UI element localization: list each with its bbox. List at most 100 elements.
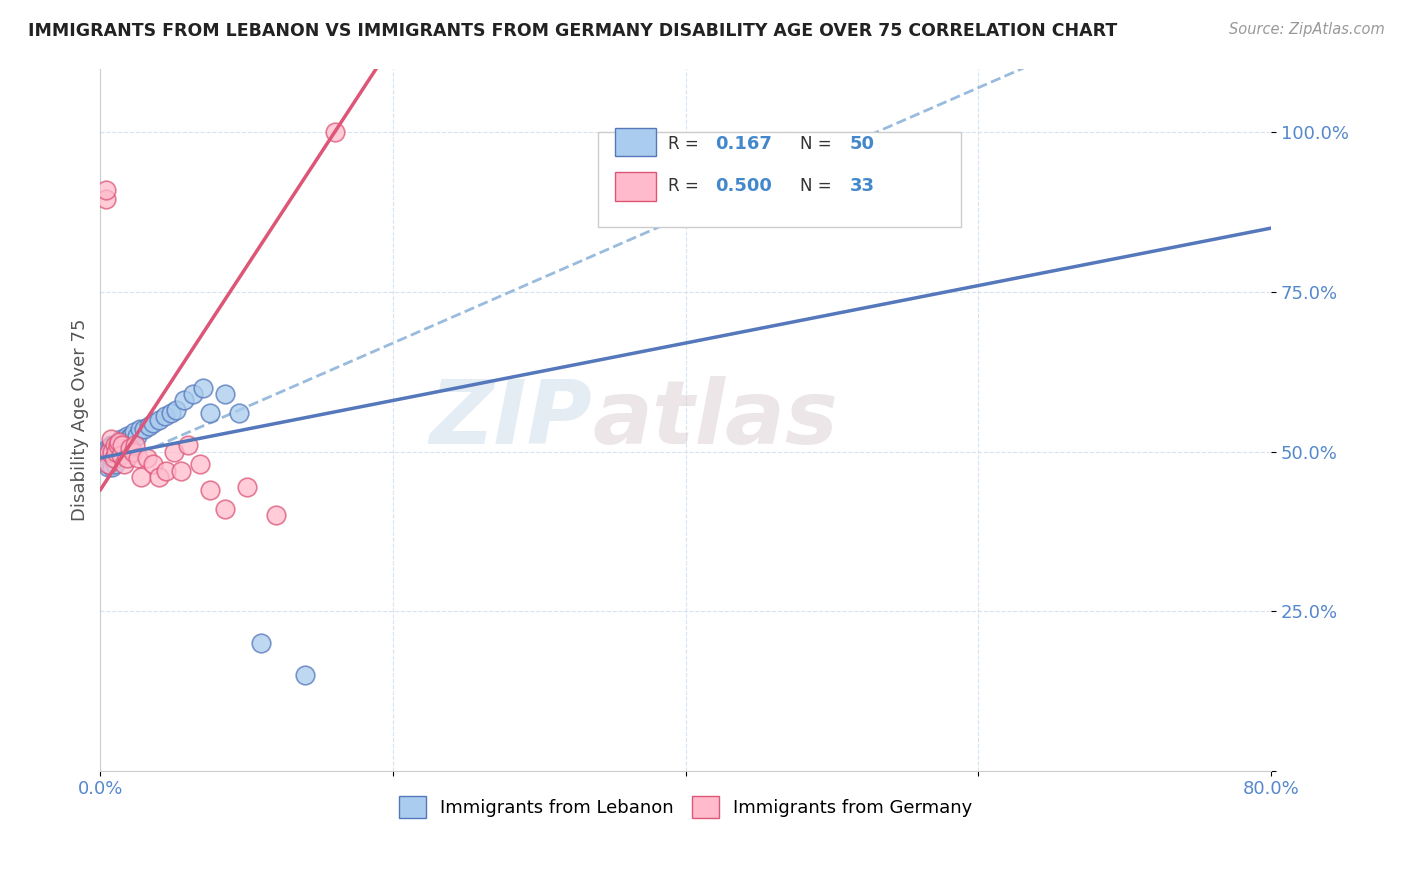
Point <box>96 193 118 207</box>
Point <box>173 393 195 408</box>
Point <box>97 458 120 472</box>
Point <box>97 460 120 475</box>
Point <box>323 125 346 139</box>
Point <box>127 450 149 465</box>
Point <box>115 450 138 465</box>
Point <box>103 450 125 465</box>
Point <box>228 406 250 420</box>
Point <box>104 438 127 452</box>
Point <box>120 428 142 442</box>
Text: ZIP: ZIP <box>429 376 592 463</box>
Point <box>103 442 125 456</box>
Point <box>104 444 127 458</box>
Point <box>264 508 287 523</box>
Point <box>107 438 129 452</box>
Text: atlas: atlas <box>592 376 838 463</box>
Point <box>114 438 136 452</box>
Point <box>117 432 139 446</box>
Point <box>110 448 132 462</box>
Point <box>142 416 165 430</box>
Point <box>122 425 145 440</box>
Point <box>100 450 122 465</box>
Point <box>96 183 118 197</box>
Point <box>181 387 204 401</box>
Point <box>105 450 128 465</box>
Point <box>153 409 176 424</box>
Point <box>103 450 125 465</box>
Point <box>142 458 165 472</box>
Point <box>165 403 187 417</box>
Text: 0.500: 0.500 <box>716 178 772 195</box>
Point <box>198 483 221 497</box>
Point <box>235 480 257 494</box>
Point <box>110 432 132 446</box>
FancyBboxPatch shape <box>598 132 960 227</box>
FancyBboxPatch shape <box>616 128 657 156</box>
Point <box>111 442 134 456</box>
Point <box>108 434 131 449</box>
Point <box>107 438 129 452</box>
Point <box>108 448 131 462</box>
Point <box>118 434 141 449</box>
Point <box>97 442 120 456</box>
Point <box>97 444 120 458</box>
Point <box>214 387 236 401</box>
Point <box>104 438 127 452</box>
Point <box>101 460 124 475</box>
Text: N =: N = <box>800 135 832 153</box>
Point <box>138 419 160 434</box>
Point <box>105 438 128 452</box>
Text: Source: ZipAtlas.com: Source: ZipAtlas.com <box>1229 22 1385 37</box>
Point <box>214 502 236 516</box>
Text: 0.167: 0.167 <box>716 135 772 153</box>
Point <box>148 412 170 426</box>
FancyBboxPatch shape <box>616 172 657 201</box>
Point <box>98 444 121 458</box>
Point <box>124 438 146 452</box>
Text: 50: 50 <box>849 135 875 153</box>
Point <box>108 434 131 449</box>
Point <box>125 428 148 442</box>
Point <box>121 444 143 458</box>
Text: R =: R = <box>668 135 699 153</box>
Point <box>112 434 135 449</box>
Point <box>134 422 156 436</box>
Point <box>250 636 273 650</box>
Point <box>155 464 177 478</box>
Point <box>115 428 138 442</box>
Point <box>105 444 128 458</box>
Point <box>101 444 124 458</box>
Point <box>188 458 211 472</box>
Point <box>191 381 214 395</box>
Point <box>110 444 132 458</box>
Legend: Immigrants from Lebanon, Immigrants from Germany: Immigrants from Lebanon, Immigrants from… <box>391 789 980 825</box>
Point <box>136 450 159 465</box>
Point <box>112 458 135 472</box>
Point <box>101 444 124 458</box>
Point <box>101 438 124 452</box>
Point <box>131 470 153 484</box>
Point <box>98 458 121 472</box>
Point <box>177 438 200 452</box>
Point <box>100 438 122 452</box>
Point <box>107 448 129 462</box>
Point <box>294 668 316 682</box>
Point <box>159 406 181 420</box>
Text: R =: R = <box>668 178 699 195</box>
Point <box>198 406 221 420</box>
Point <box>118 442 141 456</box>
Point <box>98 444 121 458</box>
Point <box>104 458 127 472</box>
Point <box>162 444 184 458</box>
Point <box>111 438 134 452</box>
Y-axis label: Disability Age Over 75: Disability Age Over 75 <box>72 318 89 521</box>
Text: 33: 33 <box>849 178 875 195</box>
Point <box>128 422 150 436</box>
Point <box>100 432 122 446</box>
Point <box>97 450 120 465</box>
Point <box>104 450 127 465</box>
Point <box>148 470 170 484</box>
Point <box>170 464 193 478</box>
Text: IMMIGRANTS FROM LEBANON VS IMMIGRANTS FROM GERMANY DISABILITY AGE OVER 75 CORREL: IMMIGRANTS FROM LEBANON VS IMMIGRANTS FR… <box>28 22 1118 40</box>
Text: N =: N = <box>800 178 832 195</box>
